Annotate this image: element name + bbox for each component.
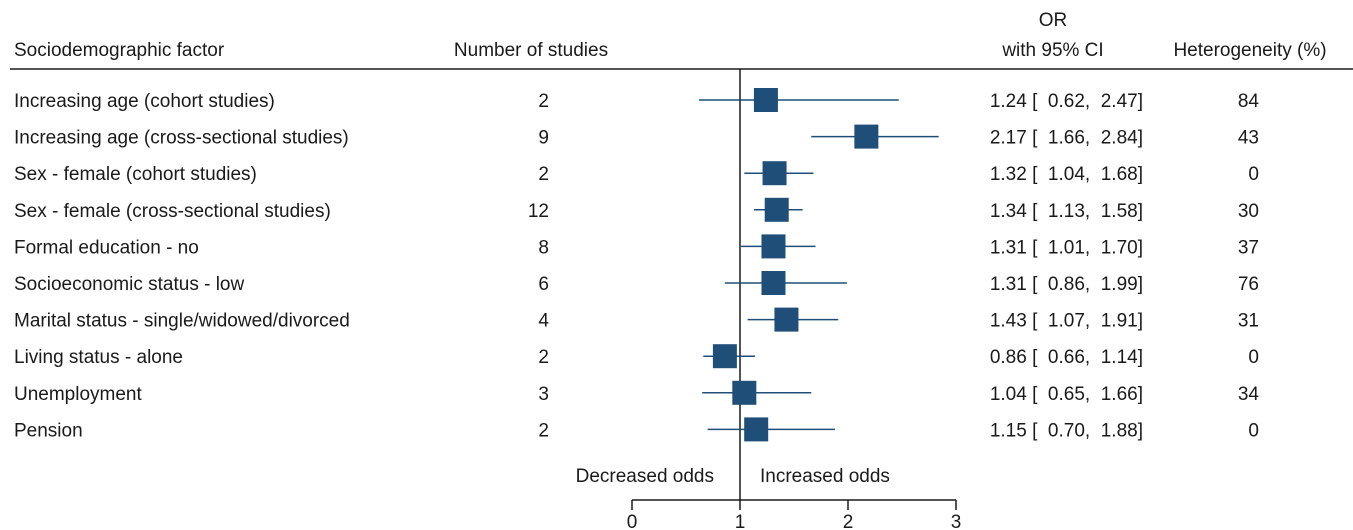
header-or-line2: with 95% CI xyxy=(1001,40,1103,61)
row-heterogeneity: 0 xyxy=(1248,420,1259,441)
row-study-count: 2 xyxy=(538,164,549,185)
row-or-ci-text: 2.17 [ 1.66, 2.84] xyxy=(990,128,1143,149)
or-marker xyxy=(774,307,799,332)
or-marker xyxy=(761,234,786,259)
row-heterogeneity: 34 xyxy=(1238,384,1260,405)
row-or-ci-text: 1.31 [ 0.86, 1.99] xyxy=(990,274,1143,295)
row-or-ci-text: 0.86 [ 0.66, 1.14] xyxy=(990,347,1143,368)
or-marker xyxy=(753,88,778,112)
x-axis: 0 1 2 3 xyxy=(627,499,962,530)
row-study-count: 8 xyxy=(538,237,549,258)
or-marker xyxy=(764,197,789,222)
forest-rows: Increasing age (cohort studies) 2 1.24 [ 0… xyxy=(14,88,1260,442)
row-study-count: 2 xyxy=(538,347,549,368)
row-or-ci-text: 1.43 [ 1.07, 1.91] xyxy=(990,311,1143,332)
row-heterogeneity: 0 xyxy=(1248,164,1259,185)
x-tick-label: 3 xyxy=(951,512,962,530)
row-factor-label: Marital status - single/widowed/divorced xyxy=(14,311,350,332)
row-study-count: 3 xyxy=(538,384,549,405)
or-marker xyxy=(761,271,786,295)
or-marker xyxy=(744,417,769,442)
row-or-ci-text: 1.04 [ 0.65, 1.66] xyxy=(990,384,1143,405)
header-studies: Number of studies xyxy=(454,40,608,61)
x-tick-label: 1 xyxy=(735,512,746,530)
x-tick-label: 2 xyxy=(843,512,854,530)
row-heterogeneity: 37 xyxy=(1238,237,1259,258)
row-factor-label: Sex - female (cross-sectional studies) xyxy=(14,201,331,222)
or-marker xyxy=(854,124,879,149)
row-factor-label: Pension xyxy=(14,420,83,441)
header-or-line1: OR xyxy=(1039,10,1068,31)
row-heterogeneity: 84 xyxy=(1238,91,1260,112)
row-factor-label: Living status - alone xyxy=(14,347,183,368)
row-factor-label: Increasing age (cross-sectional studies) xyxy=(14,128,349,149)
row-factor-label: Sex - female (cohort studies) xyxy=(14,164,257,185)
row-heterogeneity: 43 xyxy=(1238,128,1259,149)
row-study-count: 9 xyxy=(538,128,549,149)
row-factor-label: Unemployment xyxy=(14,384,142,405)
row-study-count: 2 xyxy=(538,91,549,112)
header-factor: Sociodemographic factor xyxy=(14,40,225,61)
row-heterogeneity: 31 xyxy=(1238,311,1259,332)
row-or-ci-text: 1.15 [ 0.70, 1.88] xyxy=(990,420,1143,441)
row-study-count: 6 xyxy=(538,274,549,295)
row-study-count: 4 xyxy=(538,311,549,332)
increased-odds-label: Increased odds xyxy=(760,466,890,487)
row-heterogeneity: 30 xyxy=(1238,201,1259,222)
row-or-ci-text: 1.34 [ 1.13, 1.58] xyxy=(990,201,1143,222)
row-study-count: 12 xyxy=(528,201,549,222)
row-factor-label: Formal education - no xyxy=(14,237,199,258)
row-heterogeneity: 76 xyxy=(1238,274,1259,295)
row-or-ci-text: 1.32 [ 1.04, 1.68] xyxy=(990,164,1143,185)
row-study-count: 2 xyxy=(538,420,549,441)
row-heterogeneity: 0 xyxy=(1248,347,1259,368)
row-or-ci-text: 1.24 [ 0.62, 2.47] xyxy=(990,91,1143,112)
header-heterogeneity: Heterogeneity (%) xyxy=(1173,40,1326,61)
row-or-ci-text: 1.31 [ 1.01, 1.70] xyxy=(990,237,1143,258)
row-factor-label: Socioeconomic status - low xyxy=(14,274,244,295)
row-factor-label: Increasing age (cohort studies) xyxy=(14,91,275,112)
x-tick-label: 0 xyxy=(627,512,638,530)
decreased-odds-label: Decreased odds xyxy=(576,466,714,487)
or-marker xyxy=(732,380,757,405)
or-marker xyxy=(712,344,737,369)
or-marker xyxy=(762,161,787,186)
